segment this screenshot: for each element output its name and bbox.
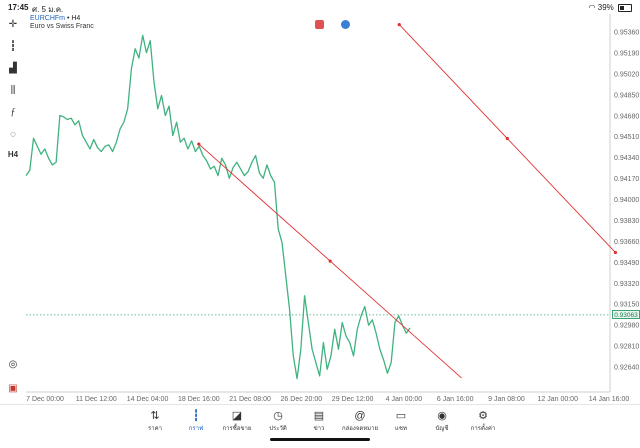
x-tick-label: 21 Dec 08:00 — [229, 396, 271, 403]
tab-5[interactable]: @ กล่องจดหมาย — [338, 409, 382, 433]
at-icon: @ — [354, 410, 366, 422]
sell-button[interactable] — [315, 20, 324, 29]
x-tick-label: 9 Jan 08:00 — [488, 396, 525, 403]
tab-8[interactable]: ⚙ การตั้งค่า — [461, 409, 505, 433]
candle-icon[interactable]: ┇ — [9, 40, 17, 52]
bottom-tab-bar: ⇅ ราคา ┇ กราฟ ◪ การซื้อขาย ◷ ประวัติ ▤ ข่าว @ กล่อง… — [0, 404, 640, 448]
y-tick-label: 0.95020 — [614, 71, 639, 78]
function-icon[interactable]: ƒ — [10, 106, 16, 118]
trendline-anchor — [613, 250, 618, 255]
zoom-icon[interactable]: ◎ — [8, 358, 18, 370]
arrows-updown-icon: ⇅ — [150, 410, 160, 422]
price-series-line — [25, 34, 411, 380]
wifi-icon: ◠ — [588, 3, 596, 12]
objects-icon[interactable]: ⫼ — [10, 84, 16, 96]
trendline-anchor — [197, 142, 201, 146]
y-tick-label: 0.93660 — [614, 239, 639, 246]
chat-icon: ▭ — [395, 410, 407, 422]
tab-label: การตั้งค่า — [470, 426, 496, 432]
tab-6[interactable]: ▭ แชท — [379, 409, 423, 433]
home-indicator — [270, 438, 370, 441]
trendline-midpoint — [505, 136, 509, 141]
y-tick-label: 0.94340 — [614, 155, 639, 162]
x-tick-label: 14 Dec 04:00 — [127, 396, 169, 403]
symbol-timeframe: H4 — [71, 15, 81, 22]
y-tick-label: 0.93320 — [614, 281, 639, 288]
tab-0[interactable]: ⇅ ราคา — [133, 409, 177, 433]
symbol-separator: • — [66, 15, 72, 22]
tab-label: ข่าว — [313, 426, 325, 432]
tab-2[interactable]: ◪ การซื้อขาย — [215, 409, 259, 433]
x-tick-label: 14 Jan 16:00 — [589, 396, 630, 403]
left-toolbar: ✛ ┇ ▟ ⫼ ƒ ◌ H4 ◎ ▣ — [0, 16, 26, 406]
candles-icon: ┇ — [192, 410, 200, 422]
trendline-anchor — [397, 23, 401, 27]
x-tick-label: 12 Jan 00:00 — [537, 396, 578, 403]
y-tick-label: 0.95190 — [614, 50, 639, 57]
tab-label: ราคา — [148, 426, 162, 432]
y-tick-label: 0.94680 — [614, 113, 639, 120]
x-tick-label: 26 Dec 20:00 — [281, 396, 323, 403]
current-price-label: 0.93063 — [612, 310, 640, 320]
tab-3[interactable]: ◷ ประวัติ — [256, 409, 300, 433]
y-tick-label: 0.94000 — [614, 197, 639, 204]
status-bar: 17:45 ศ. 5 ม.ค. ◠ 39% — [0, 0, 640, 14]
y-tick-label: 0.94510 — [614, 134, 639, 141]
y-tick-label: 0.92980 — [614, 323, 639, 330]
status-time: 17:45 — [8, 3, 29, 12]
trendline-midpoint — [328, 259, 332, 263]
gear-icon: ⚙ — [478, 410, 488, 422]
timeframe-button[interactable]: H4 — [7, 149, 19, 159]
account-icon: ◉ — [437, 410, 447, 422]
tab-label: กล่องจดหมาย — [341, 426, 379, 432]
tab-7[interactable]: ◉ บัญชี — [420, 409, 464, 433]
tab-label: แชท — [395, 426, 407, 432]
indicators-icon[interactable]: ▟ — [9, 62, 17, 74]
history-icon: ◷ — [273, 410, 283, 422]
x-tick-label: 4 Jan 00:00 — [386, 396, 423, 403]
y-tick-label: 0.93490 — [614, 260, 639, 267]
tab-label: บัญชี — [435, 426, 449, 432]
symbol-code: EURCHFm — [30, 15, 65, 22]
symbol-description: Euro vs Swiss Franc — [30, 23, 94, 30]
x-tick-label: 7 Dec 00:00 — [26, 396, 64, 403]
tab-label: กราฟ — [188, 426, 204, 432]
y-tick-label: 0.93830 — [614, 218, 639, 225]
buy-button[interactable] — [341, 20, 350, 29]
trade-chart-icon: ◪ — [231, 410, 243, 422]
y-tick-label: 0.93150 — [614, 302, 639, 309]
news-icon: ▤ — [313, 410, 325, 422]
y-tick-label: 0.94170 — [614, 176, 639, 183]
tab-1[interactable]: ┇ กราฟ — [174, 409, 218, 433]
status-right: ◠ 39% — [589, 3, 632, 12]
x-tick-label: 6 Jan 16:00 — [437, 396, 474, 403]
battery-percent: 39% — [597, 3, 614, 12]
y-tick-label: 0.94850 — [614, 92, 639, 99]
battery-icon — [618, 3, 632, 12]
trade-panel-icon[interactable]: ▣ — [8, 382, 18, 394]
shapes-icon[interactable]: ◌ — [10, 128, 16, 140]
x-tick-label: 29 Dec 12:00 — [332, 396, 374, 403]
crosshair-icon[interactable]: ✛ — [8, 18, 18, 30]
y-tick-label: 0.92640 — [614, 365, 639, 372]
y-tick-label: 0.95360 — [614, 30, 639, 37]
tab-label: ประวัติ — [269, 426, 287, 432]
x-tick-label: 18 Dec 16:00 — [178, 396, 220, 403]
tab-label: การซื้อขาย — [222, 426, 252, 432]
y-tick-label: 0.92810 — [614, 344, 639, 351]
symbol-info[interactable]: EURCHFm • H4 Euro vs Swiss Franc — [30, 15, 94, 30]
status-date: ศ. 5 ม.ค. — [32, 5, 64, 14]
x-tick-label: 11 Dec 12:00 — [76, 396, 117, 403]
tab-4[interactable]: ▤ ข่าว — [297, 409, 341, 433]
